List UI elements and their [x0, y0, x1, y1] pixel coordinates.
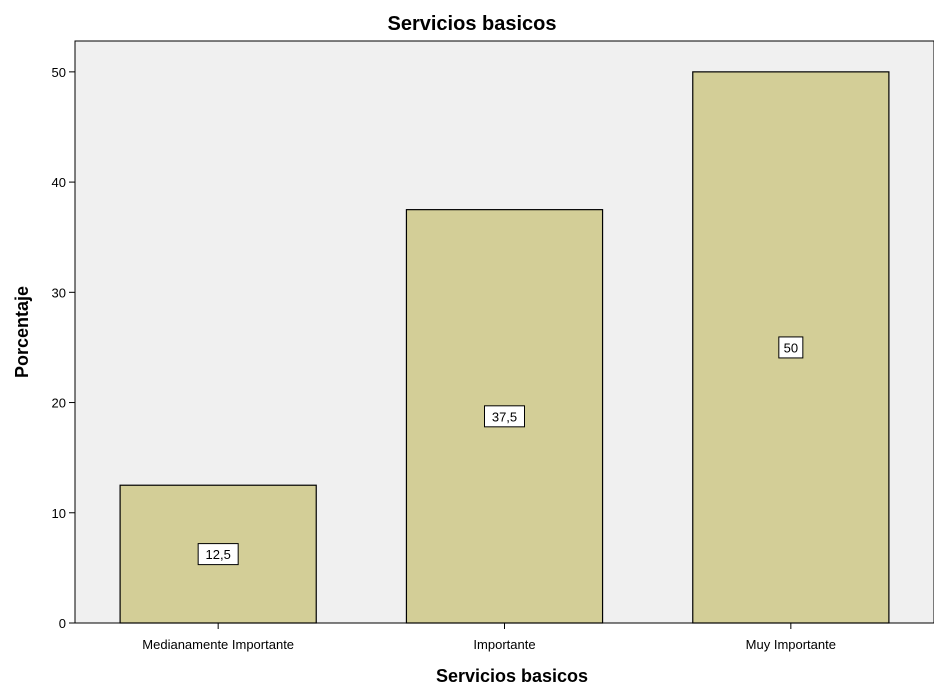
bars: 12,5 37,5 50: [119, 71, 890, 624]
data-label-box: [484, 405, 525, 428]
x-tick-label: Medianamente Importante: [142, 637, 294, 652]
y-tick-label: 30: [52, 285, 66, 300]
x-axis-label: Servicios basicos: [436, 666, 588, 686]
y-tick-label: 20: [52, 396, 66, 411]
y-tick-label: 40: [52, 175, 66, 190]
data-label: 37,5: [492, 409, 517, 424]
y-axis-label: Porcentaje: [12, 286, 32, 378]
y-axis-ticks: 0 10 20 30 40 50: [52, 65, 75, 631]
y-tick-label: 10: [52, 506, 66, 521]
data-label-box: [197, 543, 239, 566]
chart-title: Servicios basicos: [388, 13, 557, 35]
x-axis-ticks: Medianamente Importante Importante Muy Imp…: [142, 623, 836, 652]
x-tick-label: Importante: [473, 637, 535, 652]
y-tick-label: 0: [59, 616, 66, 631]
y-tick-label: 50: [52, 65, 66, 80]
data-label: 50: [784, 340, 798, 355]
data-label: 12,5: [206, 547, 231, 562]
data-label-box: [778, 336, 804, 359]
x-tick-label: Muy Importante: [746, 637, 836, 652]
